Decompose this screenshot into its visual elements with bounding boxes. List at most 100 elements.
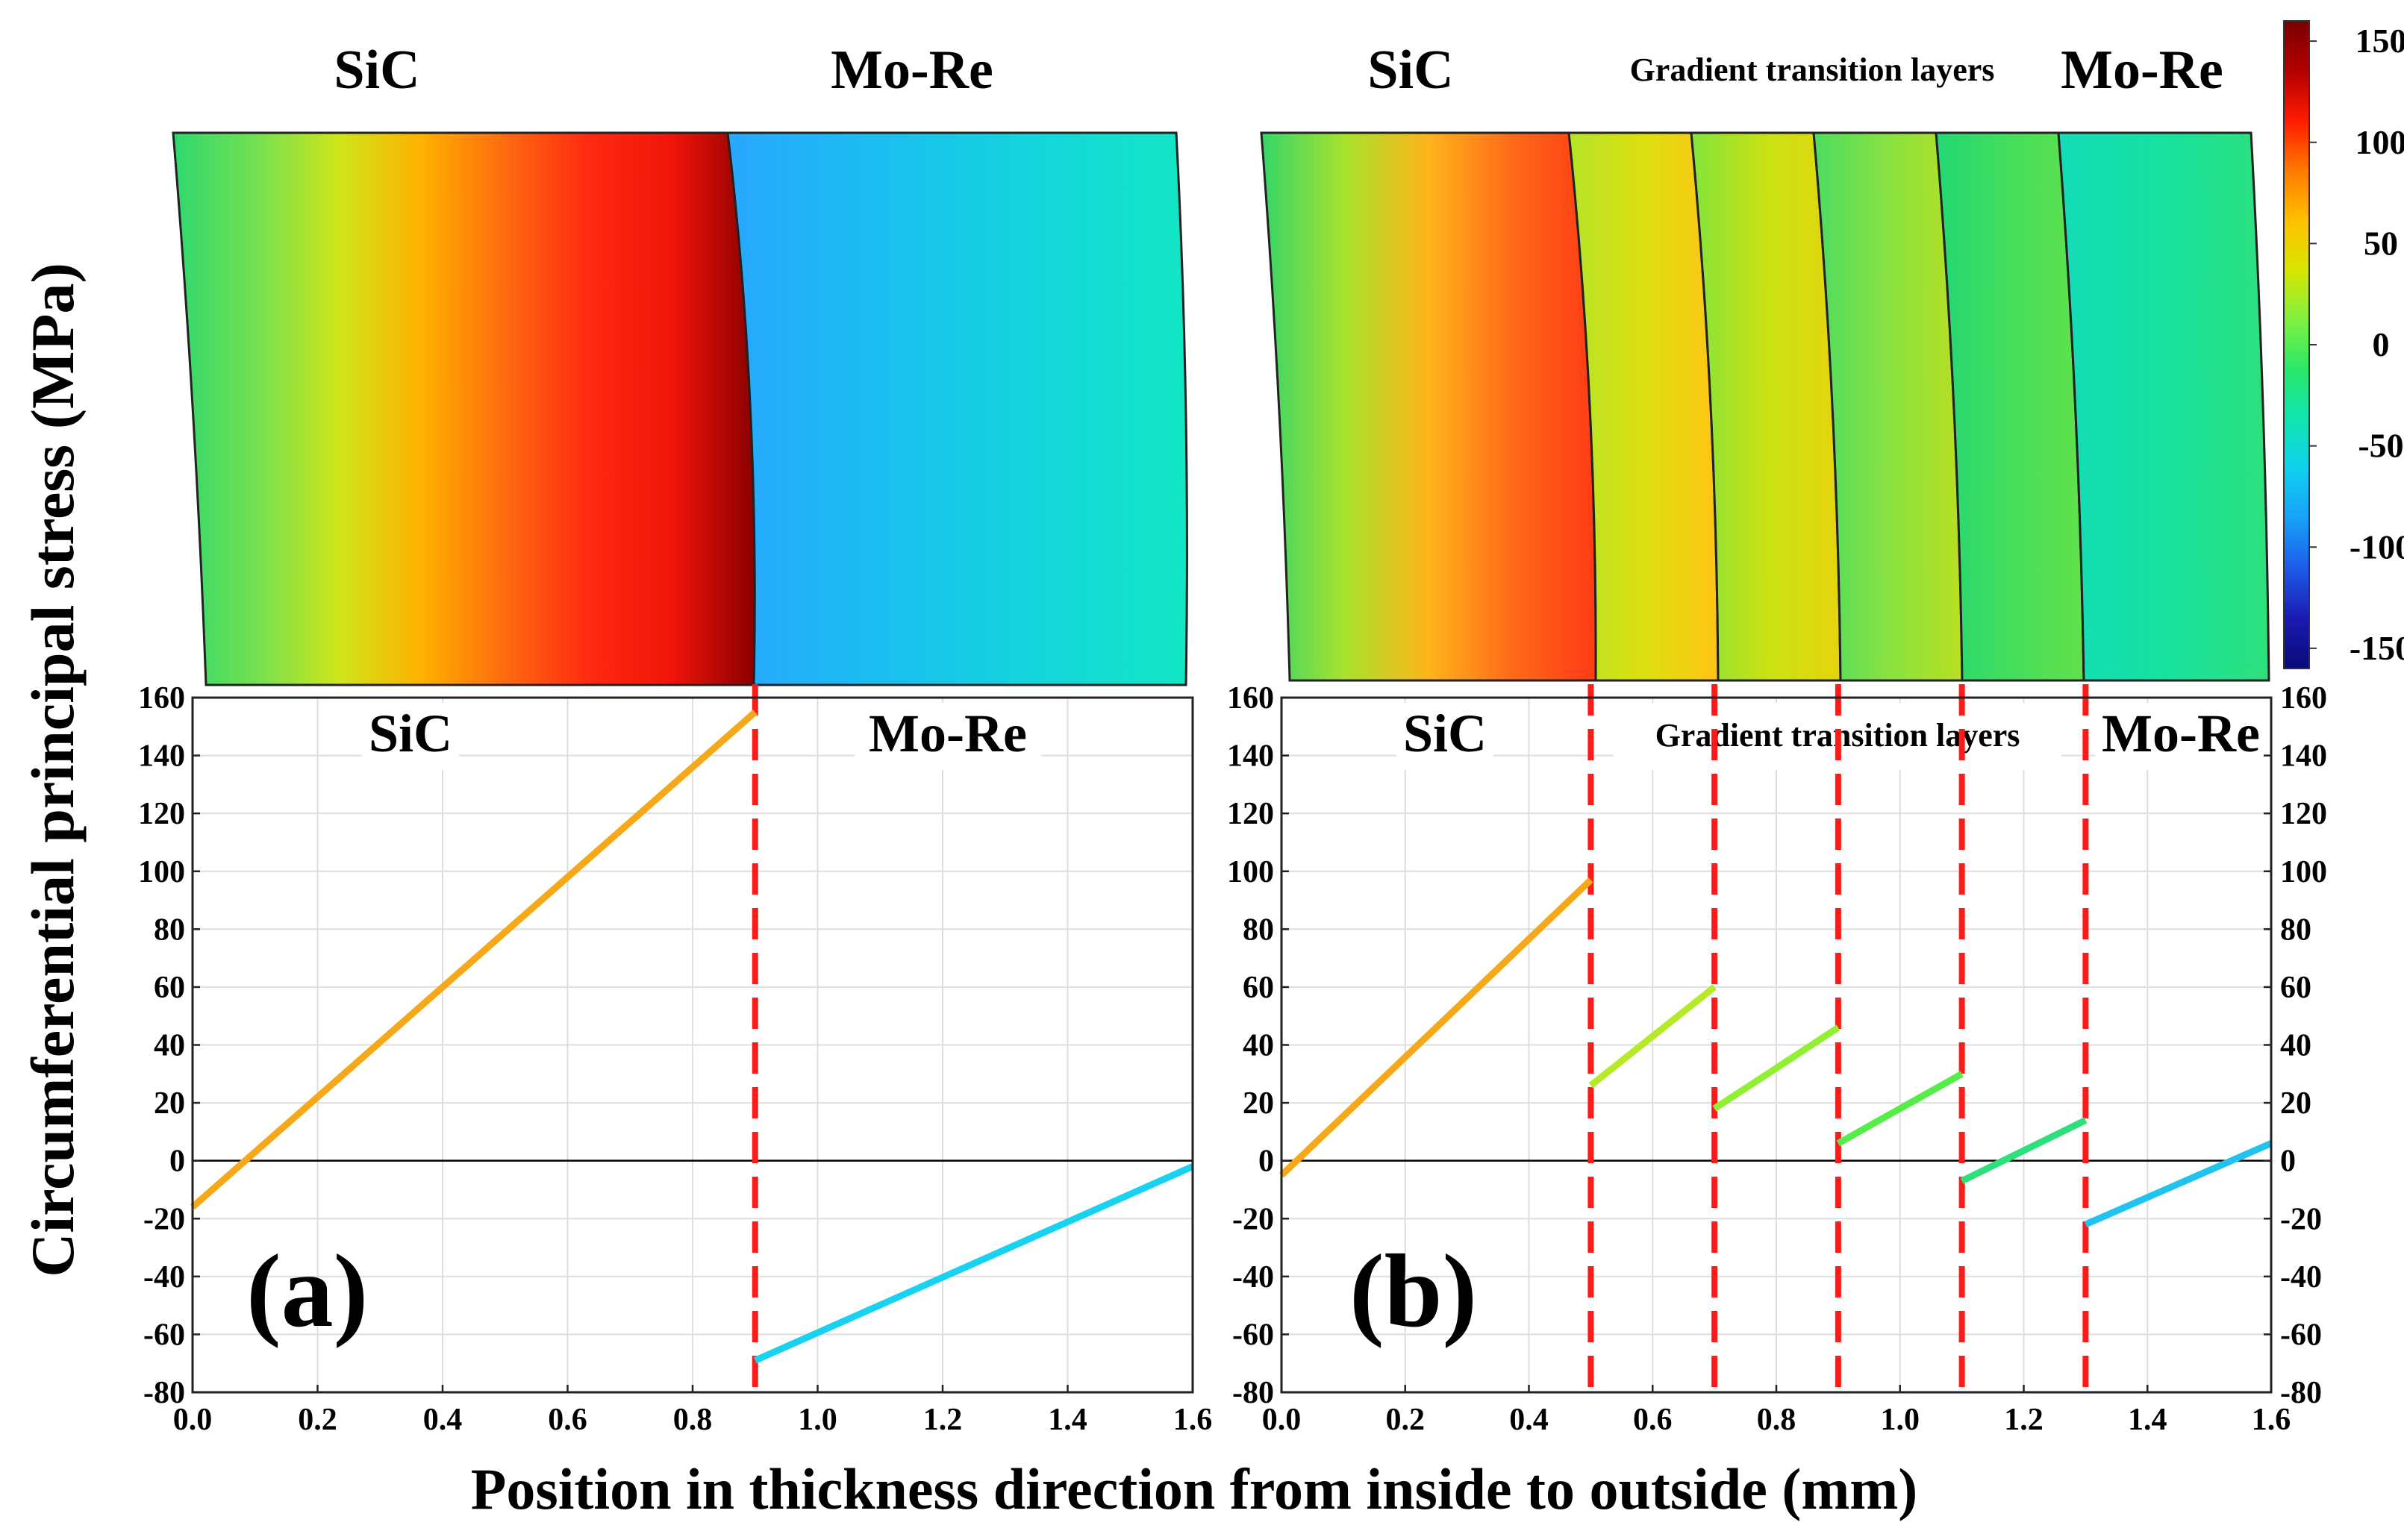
region-label-bg: [362, 703, 459, 770]
plot-b: SiC Gradient transition layers Mo-Re-80 -80…: [1227, 681, 2327, 1437]
x-axis-title: Position in thickness direction from ins…: [471, 1456, 1918, 1521]
series-line: [190, 710, 758, 1210]
y-tick-label: 40: [1243, 1029, 1274, 1063]
region-label-bg: [855, 703, 1041, 770]
y-tick-label-right: -80: [2280, 1376, 2322, 1410]
series-line: [1712, 1024, 1841, 1112]
y-tick-label: -60: [143, 1318, 185, 1352]
contour-b-layers-label: Gradient transition layers: [1630, 51, 1995, 88]
contour-a: SiC Mo-Re: [172, 40, 1188, 686]
y-tick-label: -40: [143, 1260, 185, 1295]
y-tick-label: -20: [1232, 1202, 1274, 1236]
y-tick-label: 60: [1243, 971, 1274, 1005]
y-tick-label-right: 20: [2280, 1086, 2311, 1121]
region-label-bg: [1396, 703, 1493, 770]
x-tick-label: 1.4: [1048, 1403, 1087, 1437]
y-tick-label: 0: [1258, 1145, 1274, 1179]
y-tick-label: 60: [154, 971, 185, 1005]
contour-a-sic-label: SiC: [334, 40, 419, 101]
colorbar-tick-label: -100: [2350, 528, 2404, 566]
y-tick-label: 100: [1227, 855, 1274, 889]
x-tick-label: 0.0: [1262, 1403, 1302, 1437]
x-tick-label: 1.2: [2004, 1403, 2044, 1437]
region-label-bg: [2095, 703, 2267, 770]
x-tick-label: 1.2: [923, 1403, 963, 1437]
contour-b-more-region: [2057, 131, 2270, 682]
plot-a: SiC Mo-Re -80 -60 -40 -20 0 20 40 60 80 100 120 140 16…: [138, 681, 1212, 1437]
contour-b-sic-label: SiC: [1367, 40, 1453, 101]
contour-a-sic-region: [172, 131, 756, 686]
colorbar-gradient: [2283, 20, 2310, 669]
series-line: [1588, 984, 1717, 1089]
y-tick-label-right: 100: [2280, 855, 2327, 889]
region-label: Mo-Re: [2102, 704, 2260, 763]
y-tick-label: 140: [138, 739, 185, 774]
contour-a-more-label: Mo-Re: [831, 40, 993, 101]
contour-b: SiC Gradient transition layers Mo-Re: [1260, 40, 2270, 682]
series-line: [1836, 1071, 1964, 1147]
y-tick-label-right: -20: [2280, 1202, 2322, 1236]
colorbar-ticks: 150 100 50 0 -50 -100 -150: [2309, 22, 2404, 667]
colorbar-tick-label: 100: [2355, 123, 2404, 161]
series-line: [1960, 1117, 2088, 1184]
y-tick-label: -40: [1232, 1260, 1274, 1295]
y-tick-label: 120: [138, 797, 185, 831]
y-tick-label: 160: [138, 681, 185, 716]
y-tick-label: 80: [154, 913, 185, 947]
region-label: SiC: [369, 704, 452, 763]
x-tick-label: 1.4: [2128, 1403, 2167, 1437]
panel-label: (a): [246, 1233, 368, 1349]
y-tick-label: 20: [1243, 1086, 1274, 1121]
x-tick-label: 0.8: [1757, 1403, 1796, 1437]
y-tick-label: 20: [154, 1086, 185, 1121]
series-line: [1279, 877, 1593, 1178]
y-tick-label: -20: [143, 1202, 185, 1236]
x-tick-label: 0.2: [298, 1403, 337, 1437]
colorbar-tick-label: 0: [2373, 325, 2390, 363]
y-tick-label: 140: [1227, 739, 1274, 774]
y-tick-label: -80: [143, 1376, 185, 1410]
colorbar-tick-label: -150: [2350, 629, 2404, 667]
x-tick-label: 0.0: [173, 1403, 213, 1437]
x-tick-label: 1.0: [798, 1403, 837, 1437]
y-tick-label: -60: [1232, 1318, 1274, 1352]
x-tick-label: 0.4: [423, 1403, 463, 1437]
x-tick-label: 0.8: [673, 1403, 713, 1437]
y-tick-label: 100: [138, 855, 185, 889]
series-line: [2084, 1140, 2273, 1228]
y-tick-label-right: -40: [2280, 1260, 2322, 1295]
y-axis-title: Circumferential principal stress (MPa): [19, 263, 87, 1277]
series-line: [753, 1163, 1194, 1364]
x-tick-label: 0.6: [548, 1403, 587, 1437]
y-tick-label-right: 40: [2280, 1029, 2311, 1063]
y-tick-label: 80: [1243, 913, 1274, 947]
y-tick-label: 120: [1227, 797, 1274, 831]
contour-b-sic-region: [1260, 131, 1597, 682]
contour-a-more-region: [726, 131, 1188, 686]
y-tick-label-right: 0: [2280, 1145, 2296, 1179]
colorbar-tick-label: 150: [2355, 22, 2404, 60]
y-tick-label-right: 160: [2280, 681, 2327, 716]
x-tick-label: 0.6: [1633, 1403, 1673, 1437]
x-tick-label: 0.2: [1386, 1403, 1426, 1437]
y-tick-label: 40: [154, 1029, 185, 1063]
y-tick-label: 0: [169, 1145, 185, 1179]
y-tick-label-right: 140: [2280, 739, 2327, 774]
colorbar-tick-label: 50: [2364, 224, 2398, 262]
x-tick-label: 0.4: [1509, 1403, 1549, 1437]
y-tick-label-right: 80: [2280, 913, 2311, 947]
panel-label: (b): [1349, 1233, 1477, 1349]
y-tick-label: 160: [1227, 681, 1274, 716]
x-tick-label: 1.0: [1881, 1403, 1920, 1437]
y-tick-label-right: 60: [2280, 971, 2311, 1005]
x-tick-label: 1.6: [1173, 1403, 1213, 1437]
x-tick-label: 1.6: [2252, 1403, 2291, 1437]
colorbar-tick-label: -50: [2358, 427, 2403, 465]
y-tick-label: -80: [1232, 1376, 1274, 1410]
y-tick-label-right: 120: [2280, 797, 2327, 831]
y-tick-label-right: -60: [2280, 1318, 2322, 1352]
contour-b-more-label: Mo-Re: [2061, 40, 2223, 101]
region-label: SiC: [1403, 704, 1487, 763]
region-label: Mo-Re: [869, 704, 1027, 763]
